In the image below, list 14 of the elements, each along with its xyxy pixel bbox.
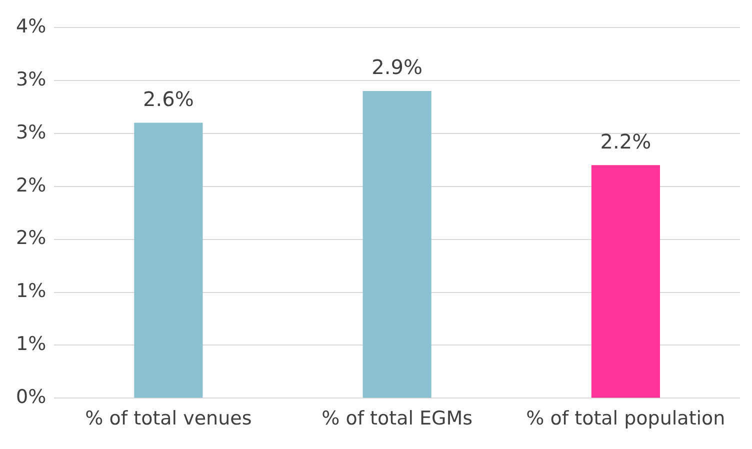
x-tick-label: % of total EGMs: [322, 408, 473, 430]
y-tick-label: 2%: [16, 227, 46, 250]
y-tick-label: 2%: [16, 174, 46, 196]
x-tick-label: % of total population: [526, 408, 726, 430]
y-tick-label: 3%: [16, 121, 46, 144]
x-tick-label: % of total venues: [85, 408, 252, 430]
y-tick-label: 4%: [16, 15, 46, 38]
y-tick-label: 1%: [16, 333, 46, 356]
y-tick-label: 0%: [16, 386, 46, 408]
y-tick-label: 1%: [16, 280, 46, 302]
data-label: 2.2%: [600, 129, 652, 154]
data-label: 2.9%: [372, 55, 422, 80]
data-label: 2.6%: [143, 86, 194, 111]
y-tick-label: 3%: [16, 68, 46, 90]
